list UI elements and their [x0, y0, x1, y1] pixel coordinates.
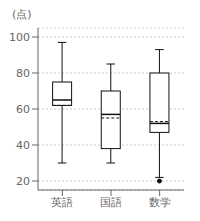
- html-text:(点): (点): [12, 8, 32, 21]
- svg-text:100: 100: [9, 31, 30, 44]
- svg-text:数学: 数学: [149, 196, 171, 209]
- svg-text:80: 80: [16, 67, 30, 80]
- svg-text:20: 20: [16, 175, 30, 188]
- svg-text:40: 40: [16, 139, 30, 152]
- svg-text:英語: 英語: [51, 196, 73, 209]
- svg-text:60: 60: [16, 103, 30, 116]
- svg-text:国語: 国語: [100, 196, 122, 209]
